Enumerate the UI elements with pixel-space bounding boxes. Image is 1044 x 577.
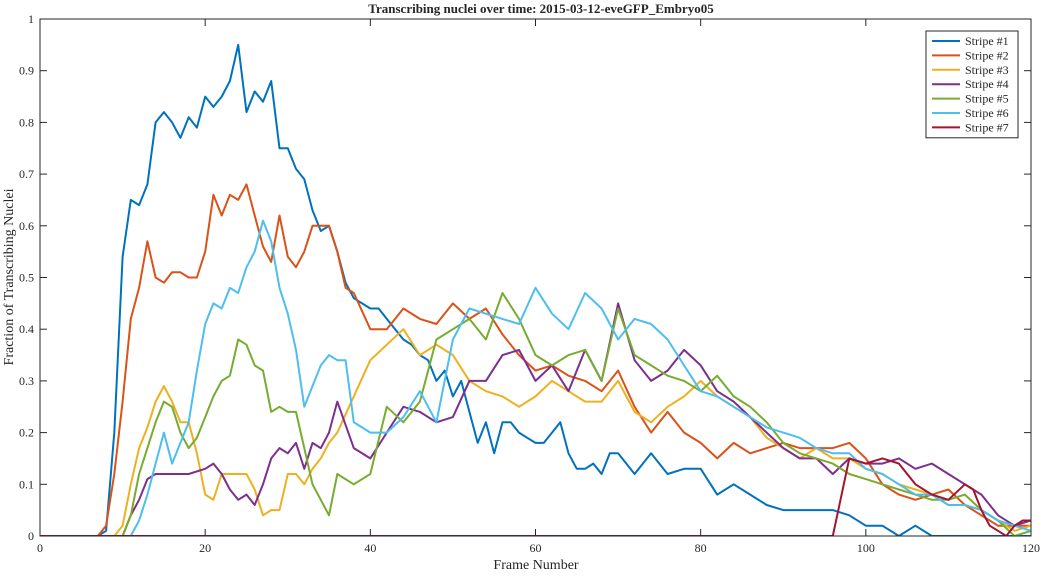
x-tick-label: 20 <box>199 541 211 555</box>
plot-area <box>40 43 1031 536</box>
legend-label-stripe-7[interactable]: Stripe #7 <box>965 120 1009 134</box>
y-tick-label: 0.1 <box>19 477 34 491</box>
y-tick-label: 0.2 <box>19 426 34 440</box>
series-line-stripe-6 <box>40 219 1031 536</box>
y-tick-label: 0.8 <box>19 115 34 129</box>
x-tick-label: 40 <box>364 541 376 555</box>
y-axis-label: Fraction of Transcribing Nuclei <box>2 188 17 365</box>
legend-label-stripe-3[interactable]: Stripe #3 <box>965 63 1009 77</box>
legend-label-stripe-1[interactable]: Stripe #1 <box>965 34 1009 48</box>
axis-ticks: 0 20 40 60 80 100 120 0 0.1 0.2 0.3 0.4 0.5 0.6 0.7 0.8… <box>19 12 1040 555</box>
legend-label-stripe-6[interactable]: Stripe #6 <box>965 106 1009 120</box>
y-tick-label: 0.5 <box>19 271 34 285</box>
y-tick-label: 0.6 <box>19 219 34 233</box>
series-line-stripe-2 <box>40 183 1031 536</box>
legend-label-stripe-5[interactable]: Stripe #5 <box>965 92 1009 106</box>
series-line-stripe-3 <box>40 328 1031 536</box>
y-tick-label: 1 <box>28 12 34 26</box>
y-tick-label: 0.9 <box>19 64 34 78</box>
x-tick-label: 0 <box>37 541 43 555</box>
x-tick-label: 100 <box>857 541 875 555</box>
chart-title: Transcribing nuclei over time: 2015-03-1… <box>368 1 714 16</box>
y-tick-label: 0 <box>28 529 34 543</box>
series-line-stripe-7 <box>40 457 1031 536</box>
x-tick-label: 120 <box>1022 541 1040 555</box>
x-tick-label: 60 <box>530 541 542 555</box>
x-tick-label: 80 <box>695 541 707 555</box>
legend-label-stripe-4[interactable]: Stripe #4 <box>965 77 1009 91</box>
y-tick-label: 0.7 <box>19 167 34 181</box>
y-tick-label: 0.3 <box>19 374 34 388</box>
legend-label-stripe-2[interactable]: Stripe #2 <box>965 48 1009 62</box>
y-tick-label: 0.4 <box>19 322 34 336</box>
series-line-stripe-1 <box>40 43 1031 536</box>
x-axis-label: Frame Number <box>493 558 578 572</box>
